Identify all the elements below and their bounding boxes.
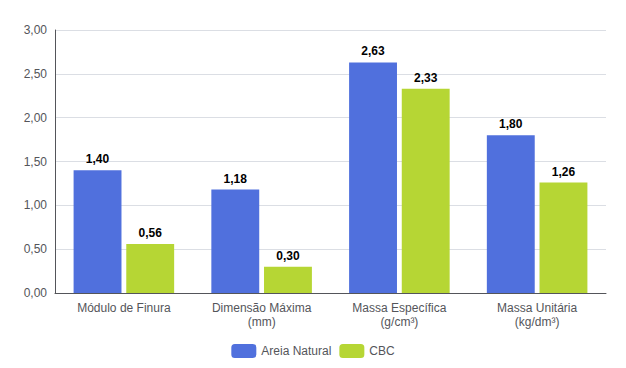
svg-text:1,26: 1,26 xyxy=(552,165,576,179)
svg-text:Módulo de Finura: Módulo de Finura xyxy=(77,301,171,315)
svg-text:Dimensão Máxima: Dimensão Máxima xyxy=(212,301,312,315)
svg-text:2,50: 2,50 xyxy=(24,67,48,81)
svg-text:(g/cm³): (g/cm³) xyxy=(380,315,418,329)
svg-text:0,50: 0,50 xyxy=(24,242,48,256)
svg-text:0,00: 0,00 xyxy=(24,286,48,300)
svg-text:(mm): (mm) xyxy=(248,315,276,329)
svg-text:0,56: 0,56 xyxy=(139,226,163,240)
svg-text:2,00: 2,00 xyxy=(24,111,48,125)
svg-text:1,50: 1,50 xyxy=(24,155,48,169)
svg-text:2,63: 2,63 xyxy=(361,44,385,58)
svg-text:1,18: 1,18 xyxy=(224,172,248,186)
svg-text:CBC: CBC xyxy=(369,344,395,358)
svg-text:Massa Específica: Massa Específica xyxy=(352,301,446,315)
svg-text:1,80: 1,80 xyxy=(499,117,523,131)
svg-text:0,30: 0,30 xyxy=(276,249,300,263)
svg-text:1,00: 1,00 xyxy=(24,198,48,212)
svg-text:1,40: 1,40 xyxy=(86,152,110,166)
svg-text:2,33: 2,33 xyxy=(414,71,438,85)
svg-text:(kg/dm³): (kg/dm³) xyxy=(515,315,560,329)
svg-text:Massa Unitária: Massa Unitária xyxy=(497,301,577,315)
svg-text:Areia Natural: Areia Natural xyxy=(261,344,331,358)
svg-text:3,00: 3,00 xyxy=(24,23,48,37)
